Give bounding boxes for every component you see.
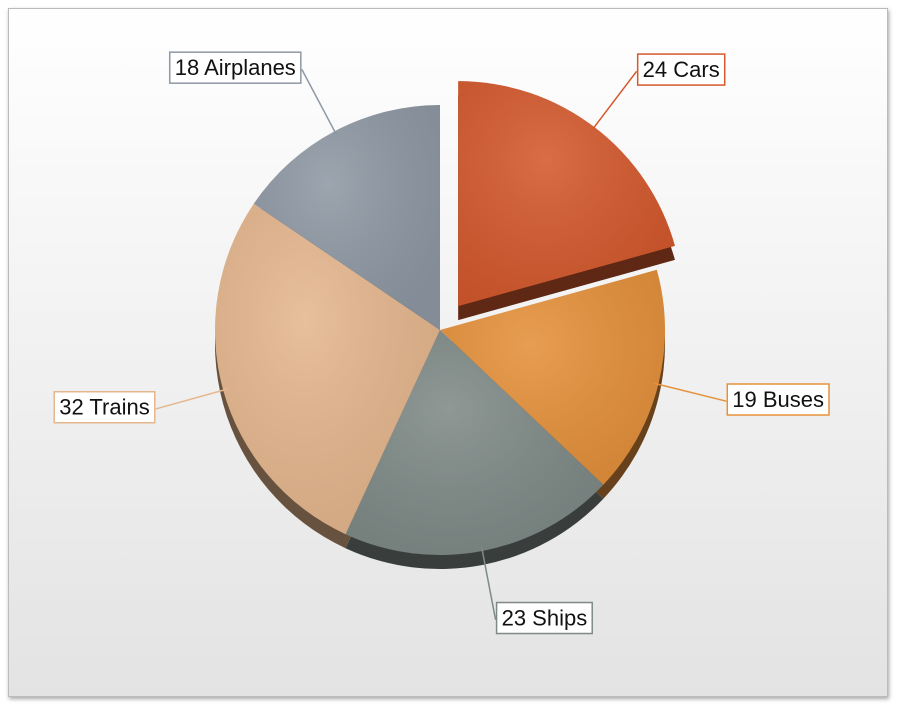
data-label: 23 Ships	[502, 606, 588, 631]
leader-line	[653, 382, 727, 402]
leader-line	[480, 545, 497, 620]
label-box	[726, 383, 830, 416]
label-box	[495, 601, 593, 635]
data-label: 19 Buses	[732, 387, 824, 412]
label-box	[168, 51, 302, 84]
slice-shine	[440, 269, 665, 485]
leader-line	[590, 70, 638, 132]
slice-shine	[345, 330, 604, 555]
slice-shine	[253, 105, 440, 330]
leader-line	[301, 69, 338, 136]
slice-shine	[215, 203, 440, 535]
label-box	[636, 53, 726, 86]
slice-shine	[458, 81, 675, 307]
data-label: 24 Cars	[643, 57, 720, 82]
label-box	[53, 390, 156, 424]
leader-line	[155, 388, 229, 410]
data-label: 32 Trains	[59, 395, 150, 420]
data-label: 18 Airplanes	[175, 55, 296, 80]
